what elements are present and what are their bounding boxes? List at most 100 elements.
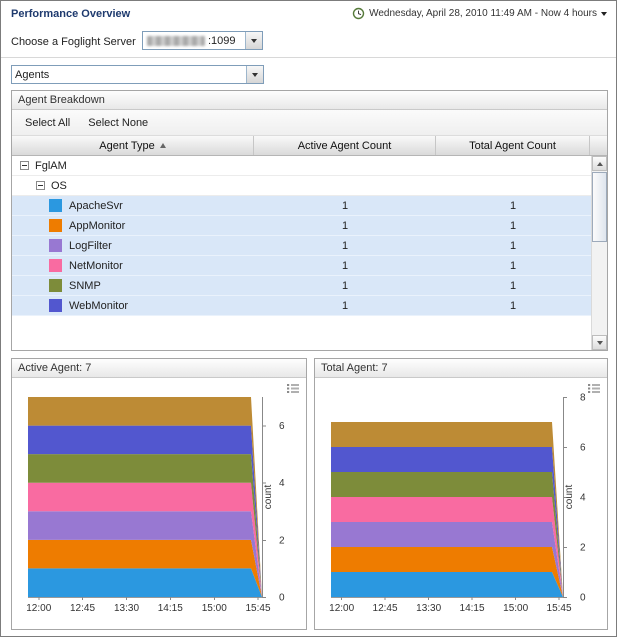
table-row-snmp[interactable]: SNMP 1 1 (12, 276, 607, 296)
total-agent-stacked-area-chart: 0 2 4 6 8 count 12:00 12:45 13:30 14:15 15:00 15:45 (329, 393, 586, 615)
cell-agent-type: NetMonitor (12, 256, 254, 275)
svg-text:13:30: 13:30 (416, 603, 441, 614)
agent-breakdown-panel: Agent Breakdown Select All Select None A… (11, 90, 608, 351)
select-all-button[interactable]: Select All (25, 116, 71, 129)
time-range-label: Wednesday, April 28, 2010 11:49 AM - Now… (369, 8, 597, 19)
cell-total-count: 1 (509, 239, 517, 252)
table-row-appmonitor[interactable]: AppMonitor 1 1 (12, 216, 607, 236)
server-port-text: :1099 (208, 34, 236, 47)
chart-options-icon[interactable] (286, 383, 300, 394)
agent-label: WebMonitor (69, 299, 129, 312)
svg-text:count: count (263, 485, 274, 510)
cell-agent-type: WebMonitor (12, 296, 254, 315)
table-header-row: Agent Type Active Agent Count Total Agen… (12, 136, 607, 156)
server-select-dropdown-button[interactable] (245, 32, 262, 49)
table-row-apachesvr[interactable]: ApacheSvr 1 1 (12, 196, 607, 216)
svg-text:8: 8 (580, 393, 586, 404)
cell-empty (254, 176, 436, 195)
table-scrollbar[interactable] (591, 156, 607, 350)
table-row-os[interactable]: OS (12, 176, 607, 196)
server-select-label: Choose a Foglight Server (11, 36, 136, 48)
cell-agent-type: ApacheSvr (12, 196, 254, 215)
arrow-down-icon (596, 340, 603, 345)
collapse-icon[interactable] (36, 181, 45, 190)
group-label: FglAM (35, 159, 67, 172)
sort-ascending-icon (159, 143, 166, 148)
cell-empty (436, 156, 590, 175)
table-row-netmonitor[interactable]: NetMonitor 1 1 (12, 256, 607, 276)
series-color-chip[interactable] (49, 259, 62, 272)
svg-text:15:45: 15:45 (547, 603, 572, 614)
cell-agent-type: SNMP (12, 276, 254, 295)
group-label: OS (51, 179, 67, 192)
total-agent-chart-panel: Total Agent: 7 0 2 4 6 8 count 12:00 12:45 13:30… (314, 358, 608, 630)
cell-agent-type: FglAM (12, 156, 254, 175)
table-row-logfilter[interactable]: LogFilter 1 1 (12, 236, 607, 256)
cell-total-count: 1 (509, 279, 517, 292)
chart-options-icon[interactable] (587, 383, 601, 394)
header-separator (1, 57, 616, 58)
svg-text:6: 6 (580, 443, 586, 454)
arrow-up-icon (596, 161, 603, 166)
svg-text:12:45: 12:45 (373, 603, 398, 614)
agent-label: LogFilter (69, 239, 112, 252)
series-color-chip[interactable] (49, 199, 62, 212)
table-row-webmonitor[interactable]: WebMonitor 1 1 (12, 296, 607, 316)
agent-label: AppMonitor (69, 219, 126, 232)
chevron-down-icon (252, 72, 258, 77)
chevron-down-icon (251, 38, 257, 43)
svg-text:count: count (564, 485, 575, 510)
series-color-chip[interactable] (49, 299, 62, 312)
table-row-fglam[interactable]: FglAM (12, 156, 607, 176)
total-agent-chart-title: Total Agent: 7 (321, 362, 388, 374)
collapse-icon[interactable] (20, 161, 29, 170)
server-select[interactable]: :1099 (142, 31, 263, 50)
agent-label: SNMP (69, 279, 101, 292)
dashboard-select-dropdown-button[interactable] (246, 66, 263, 83)
cell-active-count: 1 (341, 199, 349, 212)
svg-text:15:45: 15:45 (246, 603, 271, 614)
cell-active-count: 1 (341, 259, 349, 272)
cell-agent-type: OS (12, 176, 254, 195)
svg-text:6: 6 (279, 421, 285, 432)
svg-text:4: 4 (580, 493, 586, 504)
cell-empty (436, 176, 590, 195)
time-range-control[interactable]: Wednesday, April 28, 2010 11:49 AM - Now… (352, 7, 607, 20)
total-agent-chart-header: Total Agent: 7 (315, 359, 607, 378)
column-header-agent-type-label: Agent Type (99, 139, 155, 152)
active-agent-chart-title: Active Agent: 7 (18, 362, 92, 374)
svg-text:0: 0 (580, 593, 586, 604)
active-agent-stacked-area-chart: 0 2 4 6 count 12:00 12:45 13:30 14:15 15:00 15:45 (26, 397, 285, 614)
active-agent-chart-header: Active Agent: 7 (12, 359, 306, 378)
cell-total-count: 1 (509, 199, 517, 212)
server-address-redacted (147, 35, 205, 46)
cell-active-count: 1 (341, 279, 349, 292)
scrollbar-thumb[interactable] (592, 172, 607, 242)
column-header-total-agent-count[interactable]: Total Agent Count (436, 136, 590, 155)
select-none-button[interactable]: Select None (88, 116, 149, 129)
selection-toolbar: Select All Select None (12, 110, 607, 136)
column-header-active-agent-count[interactable]: Active Agent Count (254, 136, 436, 155)
cell-active-count: 1 (341, 299, 349, 312)
agent-breakdown-panel-header: Agent Breakdown (12, 91, 607, 110)
svg-text:14:15: 14:15 (158, 603, 183, 614)
scroll-down-button[interactable] (592, 335, 607, 350)
svg-text:0: 0 (279, 593, 285, 604)
svg-text:15:00: 15:00 (503, 603, 528, 614)
cell-empty (254, 156, 436, 175)
series-color-chip[interactable] (49, 279, 62, 292)
scroll-up-button[interactable] (592, 156, 607, 171)
series-color-chip[interactable] (49, 239, 62, 252)
cell-agent-type: LogFilter (12, 236, 254, 255)
svg-text:2: 2 (580, 543, 586, 554)
svg-text:13:30: 13:30 (114, 603, 139, 614)
clock-icon (352, 7, 365, 20)
dashboard-select-value: Agents (15, 68, 50, 81)
active-agent-chart-panel: Active Agent: 7 0 2 4 6 count 12:00 12:45 13:30… (11, 358, 307, 630)
column-header-agent-type[interactable]: Agent Type (12, 136, 254, 155)
series-color-chip[interactable] (49, 219, 62, 232)
svg-text:12:00: 12:00 (26, 603, 51, 614)
svg-text:12:45: 12:45 (70, 603, 95, 614)
dashboard-select[interactable]: Agents (11, 65, 264, 84)
